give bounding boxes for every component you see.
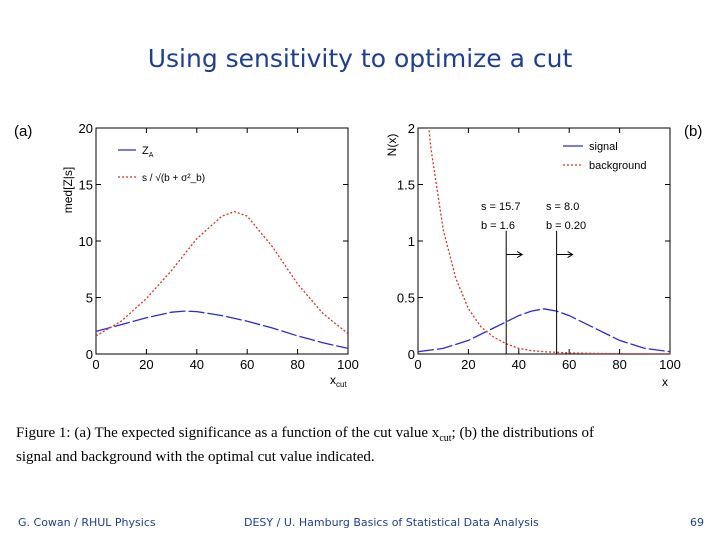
panel-b-ylabel: N(x) — [385, 134, 399, 157]
panel-0-xtick-label: 20 — [139, 357, 153, 372]
caption-line2: signal and background with the optimal c… — [16, 449, 375, 465]
panel-0-series-0-line — [96, 310, 348, 350]
panel-0-series-1-line — [96, 210, 348, 337]
panel-a-ylabel: med[Z|s] — [61, 167, 75, 213]
legend-za-label: ZA — [142, 145, 154, 159]
footer-left: G. Cowan / RHUL Physics — [18, 516, 156, 529]
panel-a-xlabel: xcut — [330, 373, 347, 389]
legend-ratio-label: s / √(b + σ²_b) — [142, 172, 205, 184]
panel-1-series-0-line — [418, 308, 670, 353]
cut1-b-label: b = 1.6 — [481, 220, 515, 232]
panel-1-series-1-line — [428, 128, 670, 354]
cut-0-arrow-head — [516, 251, 524, 258]
caption-line1-tail: ; (b) the distributions of — [451, 425, 595, 441]
plot-layer: 0 20 40 60 80 100 0 5 10 15 20 0 20 40 60 80 100 0 0.5 1 1.5… — [79, 121, 681, 372]
panel-1-ytick-label: 0 — [408, 347, 415, 362]
panel-1-xtick-label: 60 — [562, 357, 576, 372]
figure-caption: Figure 1: (a) The expected significance … — [16, 424, 716, 466]
panel-b-xlabel: x — [662, 375, 668, 389]
cut-1-arrow-head — [567, 251, 574, 258]
panel-0-xtick-label: 40 — [190, 357, 204, 372]
figure: (a) med[Z|s] xcut ZA s / √(b + σ²_b) (b)… — [14, 121, 702, 389]
panel-0-ytick-label: 20 — [79, 121, 93, 136]
footer-center: DESY / U. Hamburg Basics of Statistical … — [244, 516, 539, 529]
panel-1-xtick-label: 0 — [414, 357, 421, 372]
caption-sub: cut — [439, 433, 452, 444]
footer-page-number: 69 — [690, 516, 704, 529]
legend-signal-label: signal — [589, 141, 618, 153]
panel-1-xtick-label: 80 — [612, 357, 626, 372]
panel-a-label: (a) — [14, 123, 32, 140]
panel-0-ytick-label: 15 — [79, 178, 93, 193]
panel-1-ytick-label: 1.5 — [397, 178, 415, 193]
panel-1-xtick-label: 40 — [512, 357, 526, 372]
cut2-s-label: s = 8.0 — [546, 201, 579, 213]
cut2-b-label: b = 0.20 — [546, 220, 586, 232]
slide-title: Using sensitivity to optimize a cut — [147, 44, 573, 73]
panel-0-ytick-label: 10 — [79, 234, 93, 249]
panel-1-xtick-label: 20 — [461, 357, 475, 372]
panel-0-xtick-label: 60 — [240, 357, 254, 372]
panel-1-ytick-label: 0.5 — [397, 291, 415, 306]
panel-0-xtick-label: 100 — [337, 357, 359, 372]
panel-b-label: (b) — [684, 123, 702, 140]
panel-0-ytick-label: 5 — [86, 291, 93, 306]
panel-0-ytick-label: 0 — [86, 347, 93, 362]
panel-0-frame — [95, 127, 349, 355]
panel-1-xtick-label: 100 — [659, 357, 681, 372]
cut1-s-label: s = 15.7 — [481, 201, 520, 213]
caption-line1: Figure 1: (a) The expected significance … — [16, 425, 440, 441]
panel-1-ytick-label: 1 — [408, 234, 415, 249]
legend-background-label: background — [589, 160, 647, 172]
panel-0-xtick-label: 0 — [92, 357, 99, 372]
panel-1-ytick-label: 2 — [408, 121, 415, 136]
panel-0-xtick-label: 80 — [290, 357, 304, 372]
